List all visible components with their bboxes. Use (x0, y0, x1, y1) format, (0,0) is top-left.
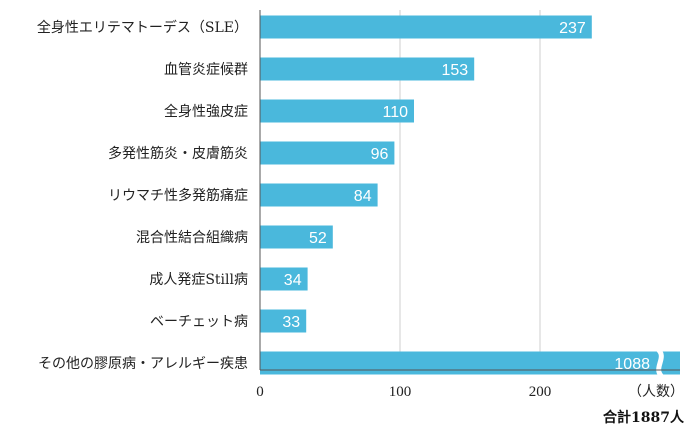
category-label-4: 多発性筋炎・皮膚筋炎 (108, 145, 248, 162)
value-label-9: 1088 (614, 356, 650, 373)
value-label-4: 96 (371, 146, 389, 163)
value-label-6: 52 (309, 230, 327, 247)
value-label-7: 34 (284, 272, 302, 289)
value-label-8: 33 (282, 314, 300, 331)
category-label-7: 成人発症Still病 (149, 272, 248, 288)
category-label-2: 血管炎症候群 (164, 62, 248, 78)
bar-9 (260, 351, 680, 375)
unit-label: （人数） (628, 384, 684, 400)
bar-4 (260, 141, 395, 165)
bar-3 (260, 99, 414, 123)
bars (260, 15, 680, 380)
bar-7 (260, 267, 308, 291)
category-label-6: 混合性結合組織病 (136, 230, 248, 246)
value-label-2: 153 (441, 62, 468, 79)
category-label-8: ベーチェット病 (150, 314, 248, 330)
bar-5 (260, 183, 378, 207)
bar-6 (260, 225, 333, 249)
category-label-1: 全身性エリテマトーデス（SLE） (37, 19, 248, 36)
bar-8 (260, 309, 307, 333)
x-tick-label-100: 100 (389, 384, 412, 400)
bar-2 (260, 57, 475, 81)
total-label: 合計1887人 (603, 409, 685, 426)
axis-break-mark (655, 346, 665, 380)
x-tick-label-0: 0 (256, 384, 264, 400)
value-labels: 237 153 110 96 84 52 34 33 1088 (282, 20, 650, 373)
value-label-3: 110 (382, 104, 408, 121)
x-tick-label-200: 200 (529, 384, 552, 400)
category-label-3: 全身性強皮症 (164, 103, 248, 120)
value-label-5: 84 (354, 188, 372, 205)
category-labels: 全身性エリテマトーデス（SLE） 血管炎症候群全身性強皮症多発性筋炎・皮膚筋炎リウ… (37, 19, 248, 372)
bar-1 (260, 15, 592, 39)
category-label-5: リウマチ性多発筋痛症 (108, 187, 248, 204)
x-axis: 0 100 200 (256, 10, 680, 400)
value-label-1: 237 (559, 20, 586, 37)
category-label-9: その他の膠原病・アレルギー疾患 (38, 356, 248, 372)
